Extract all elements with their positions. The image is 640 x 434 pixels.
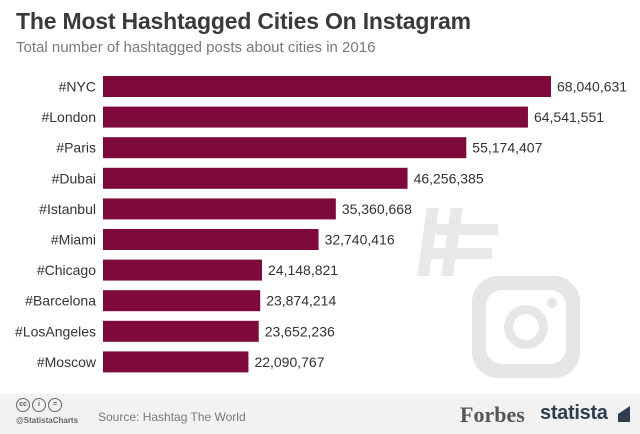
bar — [103, 259, 263, 281]
value-label: 23,874,214 — [266, 293, 336, 309]
category-label: #Moscow — [37, 354, 97, 370]
source-note: Source: Hashtag The World — [98, 410, 246, 424]
statista-logo-mark-icon — [618, 406, 630, 422]
statista-logo: statista — [540, 402, 608, 424]
bar — [103, 76, 551, 97]
value-label: 55,174,407 — [472, 140, 542, 156]
bar — [103, 137, 467, 159]
bar — [103, 290, 261, 312]
category-label: #Istanbul — [39, 201, 96, 217]
value-label: 46,256,385 — [414, 170, 484, 186]
category-label: #LosAngeles — [15, 323, 96, 339]
bar — [103, 167, 408, 189]
value-label: 22,090,767 — [254, 354, 324, 370]
value-label: 64,541,551 — [534, 109, 604, 125]
category-label: #NYC — [59, 79, 96, 95]
category-label: #Barcelona — [25, 293, 96, 309]
value-label: 24,148,821 — [268, 262, 338, 278]
category-label: #Paris — [56, 140, 96, 156]
no-derivatives-icon: = — [48, 398, 62, 412]
bar — [103, 106, 528, 128]
category-label: #Dubai — [52, 170, 96, 186]
footer-band — [0, 394, 640, 434]
category-label: #Chicago — [37, 262, 96, 278]
license-icons: cc i = — [16, 398, 62, 412]
statista-handle: @StatistaCharts — [16, 416, 79, 425]
attribution-icon: i — [32, 398, 46, 412]
value-label: 68,040,631 — [557, 79, 627, 95]
value-label: 23,652,236 — [265, 323, 335, 339]
chart-subtitle: Total number of hashtagged posts about c… — [16, 39, 376, 56]
bar — [103, 320, 259, 342]
value-label: 35,360,668 — [342, 201, 412, 217]
bar — [103, 351, 249, 373]
instagram-watermark-icon — [472, 276, 580, 378]
forbes-logo: Forbes — [460, 402, 525, 427]
bar — [103, 229, 319, 250]
category-label: #Miami — [51, 232, 96, 248]
creative-commons-icon: cc — [16, 398, 30, 412]
category-label: #London — [41, 109, 96, 125]
chart-title: The Most Hashtagged Cities On Instagram — [16, 8, 471, 34]
hashtag-watermark-icon — [417, 208, 498, 276]
bar — [103, 198, 336, 220]
value-label: 32,740,416 — [325, 232, 395, 248]
